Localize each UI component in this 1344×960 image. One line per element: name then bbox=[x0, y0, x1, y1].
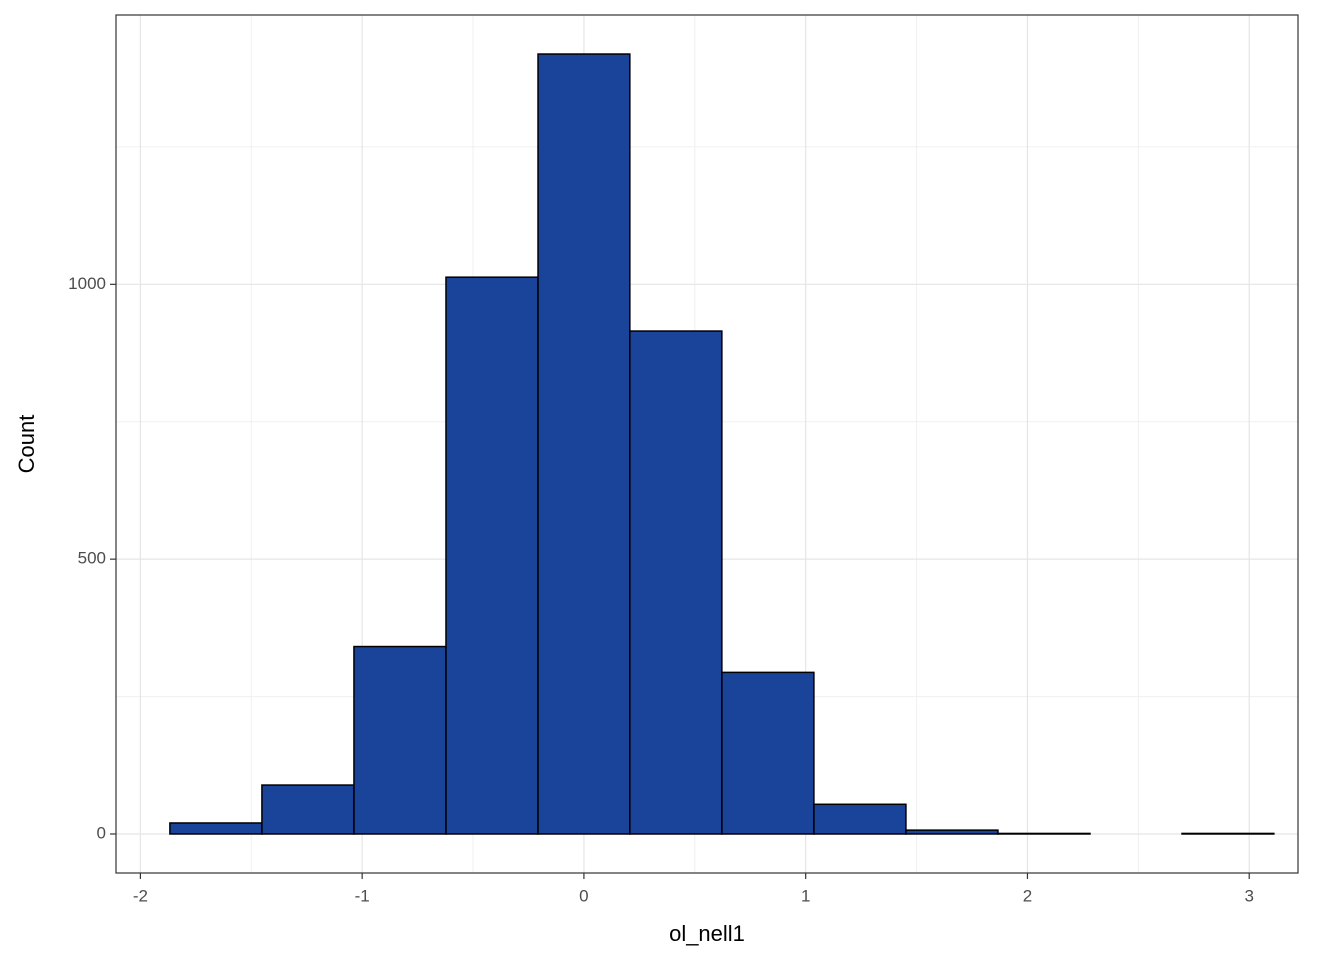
bars bbox=[169, 53, 1275, 835]
x-tick-label: -1 bbox=[355, 886, 370, 905]
x-tick-label: 0 bbox=[579, 886, 588, 905]
bar bbox=[997, 832, 1091, 835]
x-tick-label: 1 bbox=[801, 886, 810, 905]
x-tick-label: -2 bbox=[133, 886, 148, 905]
bar bbox=[353, 645, 447, 835]
x-tick-label: 2 bbox=[1023, 886, 1032, 905]
bar bbox=[169, 822, 263, 835]
panel-border bbox=[115, 14, 1299, 874]
y-tick-label: 500 bbox=[78, 549, 106, 568]
bar bbox=[1181, 832, 1275, 835]
bar bbox=[629, 330, 723, 835]
x-axis-title: ol_nell1 bbox=[669, 921, 745, 946]
axes: 0 500 1000 -2 -1 0 1 2 3 bbox=[68, 274, 1254, 906]
bar bbox=[537, 53, 631, 835]
bar bbox=[905, 829, 999, 835]
bar bbox=[813, 803, 907, 835]
x-tick-label: 3 bbox=[1244, 886, 1253, 905]
y-tick-label: 1000 bbox=[68, 274, 106, 293]
bar bbox=[445, 276, 539, 835]
y-tick-label: 0 bbox=[97, 823, 106, 842]
bar bbox=[261, 784, 355, 835]
y-axis-title: Count bbox=[14, 415, 39, 474]
bar bbox=[721, 671, 815, 835]
